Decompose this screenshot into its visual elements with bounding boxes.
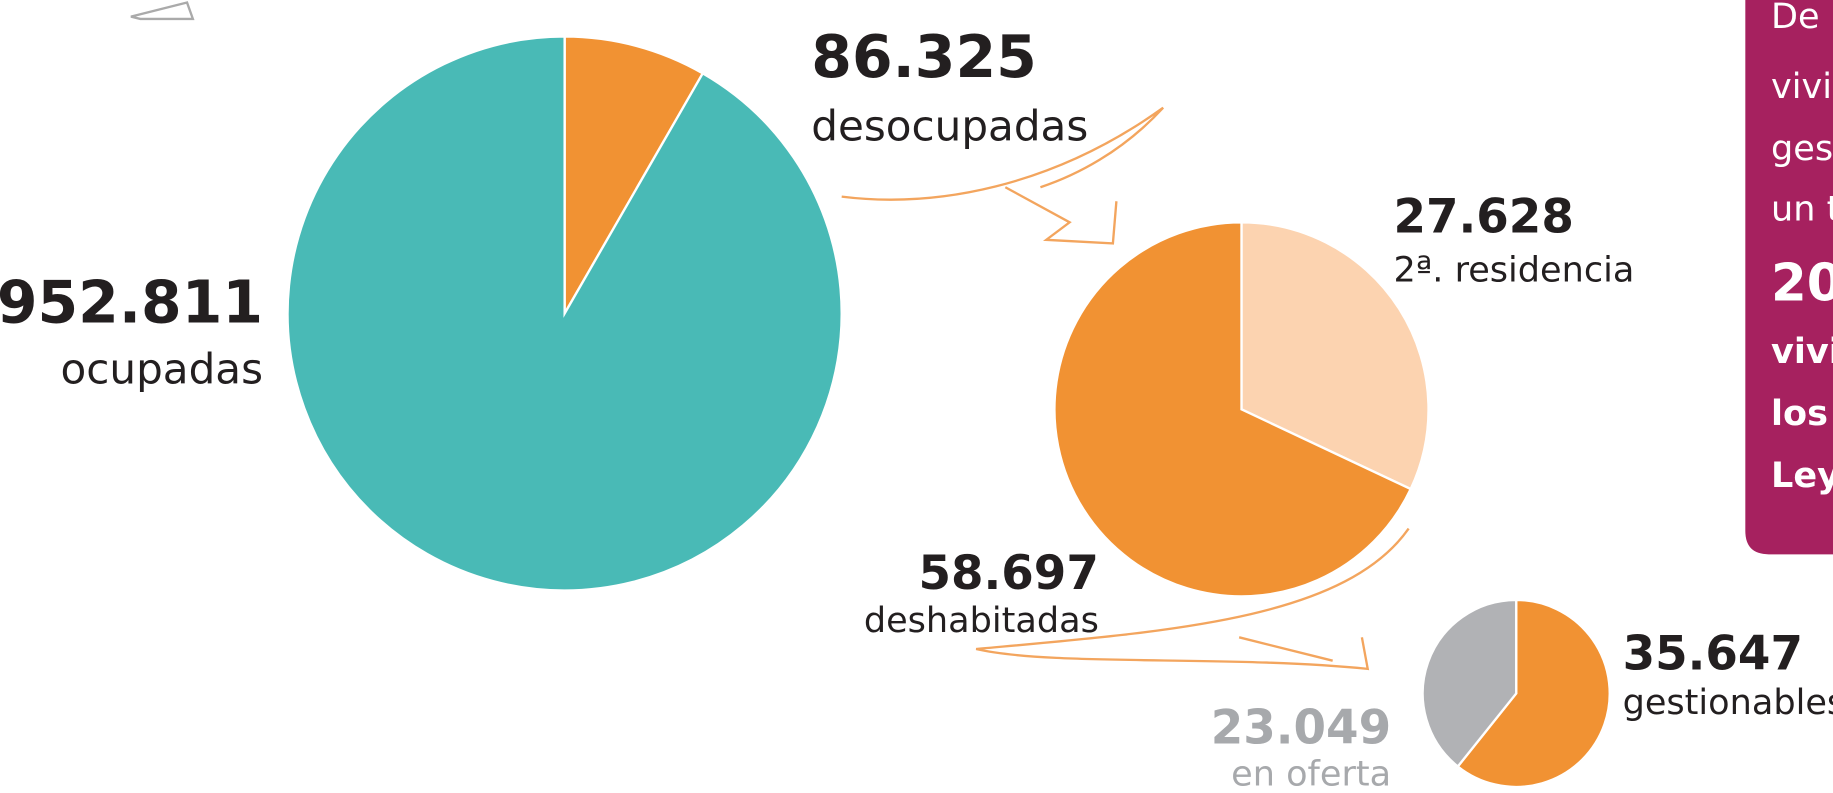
arrow [975, 527, 1410, 671]
pie-slice [1421, 598, 1518, 769]
sidebar-line: un t [1771, 189, 1833, 230]
category-label: ocupadas [61, 344, 263, 393]
pies [286, 35, 1611, 789]
value-label: 27.628 [1393, 190, 1573, 244]
value-label: 86.325 [811, 23, 1037, 91]
pie-slice [1240, 221, 1430, 491]
sidebar-text: De vivi ges un t 20 vivi los Ley [1771, 0, 1833, 496]
arrow [841, 106, 1165, 245]
sidebar-line: vivi [1771, 331, 1833, 372]
icon [130, 1, 195, 21]
category-label: en oferta [1231, 753, 1391, 793]
pie-slice [563, 35, 705, 318]
sidebar-line: 20 [1771, 254, 1833, 314]
value-label: 23.049 [1211, 701, 1391, 755]
sidebar-line: ges [1771, 128, 1833, 169]
value-label: 58.697 [918, 547, 1098, 601]
category-label: deshabitadas [864, 600, 1099, 641]
sidebar-panel [1745, 0, 1833, 555]
sidebar-line: Ley [1771, 455, 1833, 496]
sidebar-line: los [1771, 393, 1828, 434]
category-label: 2ª. residencia [1393, 249, 1634, 290]
category-label: gestionables [1623, 682, 1833, 723]
pie-slice [1053, 221, 1413, 598]
labels: 952.811 ocupadas 86.325 desocupadas 27.628 2ª… [0, 23, 1833, 793]
pie-slice [1456, 598, 1611, 789]
value-label: 35.647 [1623, 628, 1803, 682]
pie-slice [286, 35, 843, 592]
sidebar-line: De [1771, 0, 1820, 37]
sidebar-line: vivi [1771, 66, 1832, 107]
value-label: 952.811 [0, 269, 263, 337]
category-label: desocupadas [811, 101, 1088, 150]
